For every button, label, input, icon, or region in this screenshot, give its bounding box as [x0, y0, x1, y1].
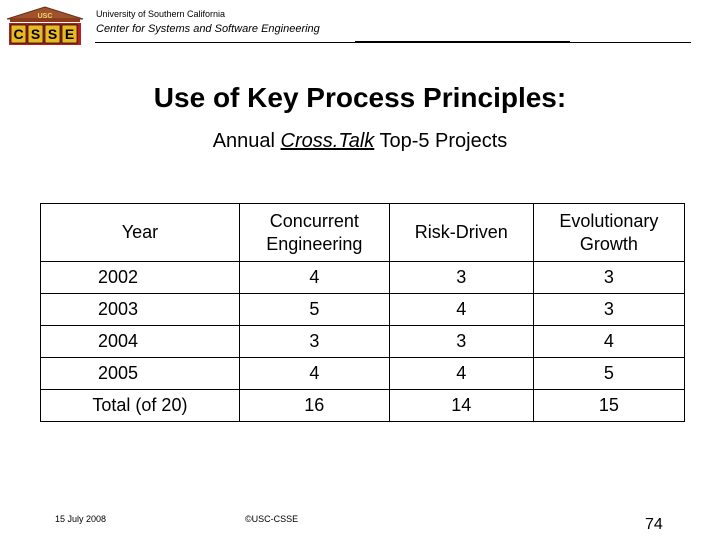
table-cell: 16 [238, 389, 390, 422]
table-row: 2002 4 3 3 [40, 261, 686, 294]
table-cell: 5 [238, 293, 390, 326]
table-row: 2004 3 3 4 [40, 325, 686, 358]
footer-copyright: ©USC-CSSE [245, 514, 299, 524]
table-cell: 5 [532, 357, 686, 390]
table-cell: 4 [238, 357, 390, 390]
slide-title: Use of Key Process Principles: [153, 82, 567, 113]
table-cell: 3 [388, 261, 534, 294]
table-header-row: Year Concurrent Engineering Risk-Driven E… [40, 203, 686, 262]
header-concurrent-engineering: Concurrent Engineering [238, 203, 390, 262]
logo-letter: E [65, 26, 74, 42]
subtitle-crosstalk: Cross.Talk [280, 130, 375, 152]
table-cell: 3 [388, 325, 534, 358]
footer-date: 15 July 2008 [55, 514, 107, 524]
table-row: 2003 5 4 3 [40, 293, 686, 326]
table-row: 2005 4 4 5 [40, 357, 686, 390]
usc-csse-logo: USC C S S E [6, 6, 84, 45]
table-cell: 14 [388, 389, 534, 422]
header-line: Risk-Driven [414, 222, 508, 242]
table-cell: 4 [238, 261, 390, 294]
header-line: Evolutionary [559, 210, 659, 231]
header-evolutionary-growth: Evolutionary Growth [532, 203, 686, 262]
table-cell-total-label: Total (of 20) [40, 389, 240, 422]
table-cell: 4 [388, 357, 534, 390]
logo-letter: S [31, 26, 40, 42]
logo-usc-text: USC [38, 13, 53, 20]
header-line: Growth [579, 233, 638, 254]
subtitle-suffix: Top-5 Projects [374, 130, 508, 152]
header-line: Engineering [266, 233, 363, 254]
table-cell: 3 [532, 261, 686, 294]
university-name: University of Southern California [96, 9, 226, 19]
table-cell: 4 [532, 325, 686, 358]
table-cell-year: 2004 [40, 325, 240, 358]
center-name: Center for Systems and Software Engineer… [96, 23, 320, 35]
header-divider-accent [355, 41, 570, 43]
table-cell-year: 2002 [40, 261, 240, 294]
table-cell: 3 [238, 325, 390, 358]
table-total-row: Total (of 20) 16 14 15 [40, 389, 686, 422]
table-cell-year: 2005 [40, 357, 240, 390]
logo-letter: S [48, 26, 57, 42]
header-year: Year [40, 203, 240, 262]
table-cell: 15 [532, 389, 686, 422]
header-line: Concurrent [269, 210, 359, 231]
table-cell-year: 2003 [40, 293, 240, 326]
table-cell: 3 [532, 293, 686, 326]
table-cell: 4 [388, 293, 534, 326]
logo-letter: C [13, 26, 23, 42]
slide-subtitle: Annual Cross.Talk Top-5 Projects [0, 130, 720, 153]
header-line: Year [121, 222, 159, 242]
header-risk-driven: Risk-Driven [388, 203, 534, 262]
subtitle-prefix: Annual [212, 130, 281, 152]
page-number: 74 [645, 516, 663, 533]
principles-table: Year Concurrent Engineering Risk-Driven E… [40, 203, 686, 422]
